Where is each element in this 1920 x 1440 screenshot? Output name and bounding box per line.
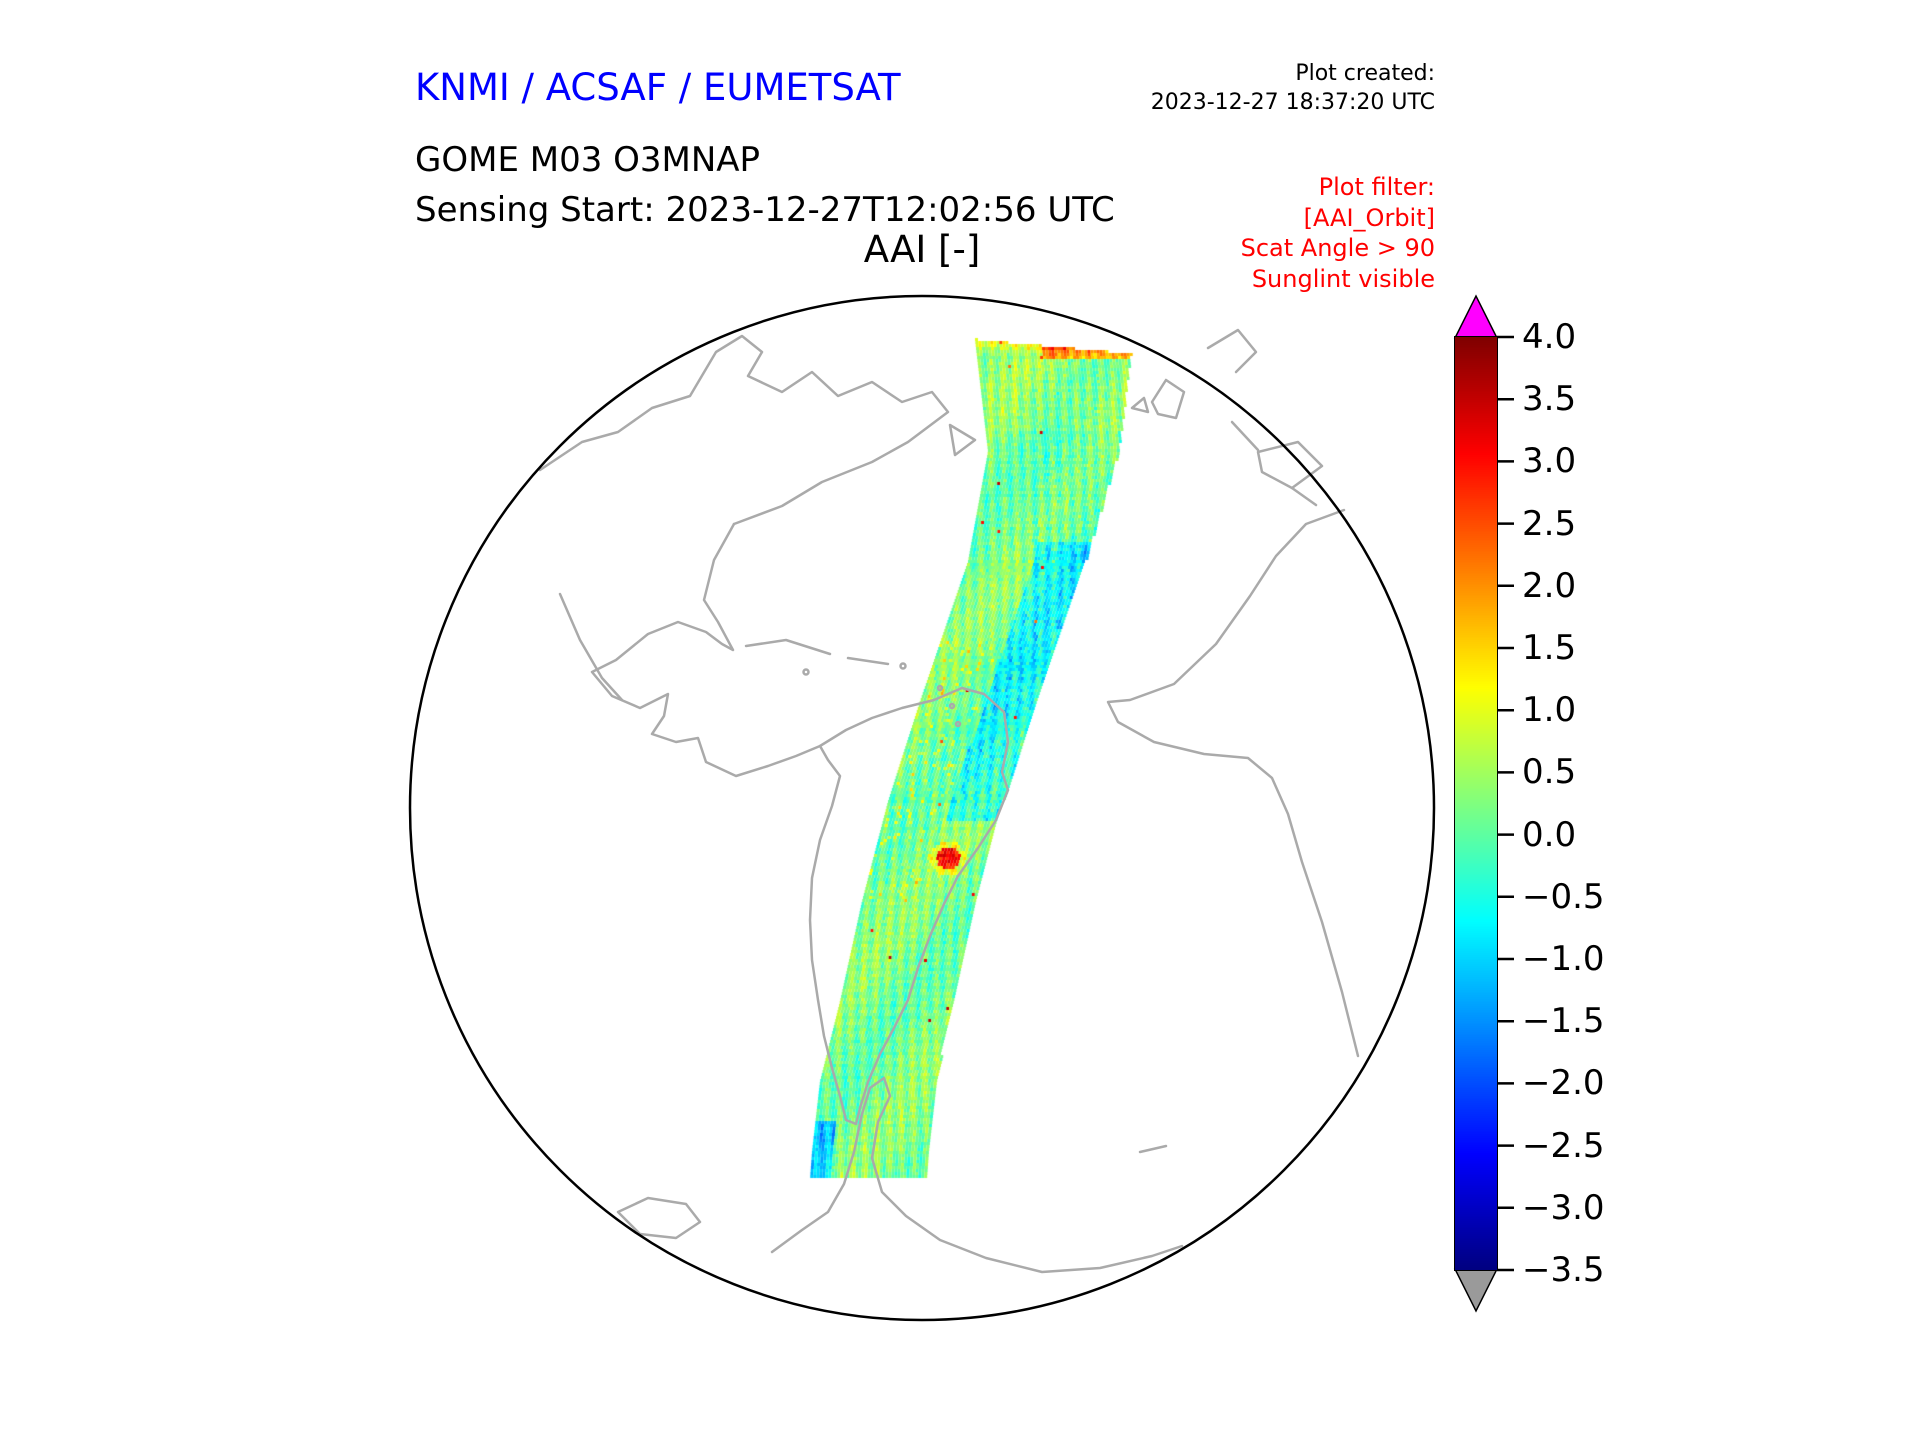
colorbar-tick-label: 0.5	[1522, 752, 1577, 793]
coastline-cuba	[744, 638, 832, 656]
coastline-ireland	[1130, 396, 1150, 414]
coastline-north-america	[538, 334, 950, 526]
globe-outline	[408, 294, 1436, 1322]
sensing-start: Sensing Start: 2023-12-27T12:02:56 UTC	[415, 190, 1115, 230]
coastline-newfoundland	[948, 423, 977, 457]
colorbar-tick-label: 3.0	[1522, 441, 1577, 482]
plot-created-label: Plot created:	[1295, 61, 1435, 86]
coastline-gibraltar	[1290, 486, 1318, 507]
colorbar-tick-label: −2.5	[1522, 1125, 1605, 1166]
colorbar-tick-label: −1.5	[1522, 1001, 1605, 1042]
colorbar-tick-label: −1.0	[1522, 939, 1605, 979]
colorbar-tick-label: 4.0	[1522, 317, 1577, 357]
coastline-mexico-pacific	[558, 592, 624, 702]
island-antilles-2	[948, 702, 956, 710]
agency-title: KNMI / ACSAF / EUMETSAT	[415, 66, 901, 109]
colorbar	[1454, 336, 1498, 1271]
colorbar-tick-label: 3.5	[1522, 379, 1577, 420]
colorbar-tick-label: −3.5	[1522, 1250, 1605, 1290]
colorbar-under-arrow	[1453, 1268, 1499, 1313]
plot-created-timestamp: 2023-12-27 18:37:20 UTC	[1150, 89, 1435, 115]
coastline-hispaniola	[846, 656, 890, 666]
coastline-antarctica-west	[616, 1196, 702, 1240]
plot-filter-line: Plot filter:	[1318, 173, 1435, 201]
coastline-britain	[1150, 378, 1186, 420]
coastline-scandinavia	[1206, 328, 1258, 374]
colorbar-tick-label: −0.5	[1522, 876, 1605, 917]
plot-filter: Plot filter: [AAI_Orbit] Scat Angle > 90…	[1241, 172, 1435, 295]
coastline-iberia	[1256, 440, 1324, 490]
colorbar-tick-label: 2.0	[1522, 565, 1577, 606]
colorbar-tick-label: 2.5	[1522, 503, 1577, 544]
colorbar-tick-label: 1.5	[1522, 628, 1577, 668]
colorbar-over-arrow	[1453, 294, 1499, 339]
product-title: GOME M03 O3MNAP	[415, 140, 761, 180]
island-jamaica	[802, 668, 810, 676]
coastline-south-america	[808, 686, 1010, 1126]
island-antilles-3	[954, 720, 962, 728]
colorbar-tick-label: 1.0	[1522, 690, 1577, 731]
plot-filter-line: Scat Angle > 90	[1240, 234, 1435, 263]
coastline-france	[1230, 420, 1260, 452]
coastline-us-gulf-central-america	[590, 522, 822, 778]
quantity-title: AAI [-]	[863, 228, 981, 271]
plot-created-block: Plot created: 2023-12-27 18:37:20 UTC	[1151, 60, 1435, 117]
coastlines	[538, 328, 1360, 1274]
island-antilles-1	[936, 684, 944, 692]
colorbar-tick-label: −3.0	[1522, 1187, 1605, 1228]
colorbar-tick-label: 0.0	[1522, 814, 1577, 855]
island-puerto-rico	[899, 662, 907, 670]
coastline-antarctica	[770, 1076, 1184, 1274]
plot-filter-line: [AAI_Orbit]	[1303, 203, 1435, 232]
plot-filter-line: Sunglint visible	[1251, 265, 1435, 294]
island-south-georgia	[1138, 1144, 1168, 1154]
coastline-west-africa	[1106, 508, 1360, 1058]
colorbar-tick-marks	[1497, 335, 1514, 1272]
colorbar-tick-label: −2.0	[1522, 1063, 1605, 1104]
